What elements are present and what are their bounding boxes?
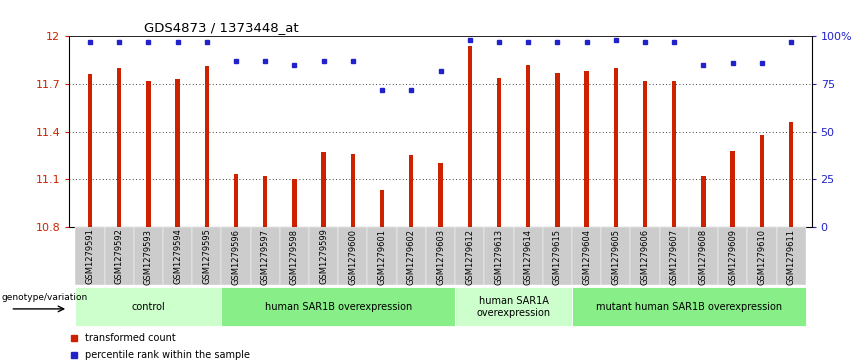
- Text: mutant human SAR1B overexpression: mutant human SAR1B overexpression: [595, 302, 782, 312]
- Text: GSM1279597: GSM1279597: [260, 229, 270, 285]
- Bar: [397, 227, 426, 285]
- Bar: [88, 74, 92, 227]
- Bar: [484, 227, 514, 285]
- Bar: [117, 68, 122, 227]
- Text: GSM1279605: GSM1279605: [611, 229, 621, 285]
- Bar: [321, 152, 326, 227]
- Bar: [192, 227, 221, 285]
- Text: GSM1279608: GSM1279608: [699, 229, 708, 285]
- Text: GSM1279595: GSM1279595: [202, 229, 211, 285]
- Text: GSM1279600: GSM1279600: [348, 229, 358, 285]
- Bar: [309, 227, 339, 285]
- Text: GSM1279591: GSM1279591: [85, 229, 95, 285]
- Bar: [660, 227, 689, 285]
- Text: GSM1279606: GSM1279606: [641, 229, 649, 285]
- Bar: [572, 227, 602, 285]
- Text: GDS4873 / 1373448_at: GDS4873 / 1373448_at: [144, 21, 299, 34]
- Bar: [602, 227, 630, 285]
- Text: human SAR1A
overexpression: human SAR1A overexpression: [477, 296, 550, 318]
- Bar: [251, 227, 279, 285]
- Text: GSM1279614: GSM1279614: [523, 229, 533, 285]
- Bar: [146, 81, 150, 227]
- Bar: [134, 227, 163, 285]
- Bar: [672, 81, 676, 227]
- Bar: [747, 227, 777, 285]
- Bar: [438, 163, 443, 227]
- Text: GSM1279609: GSM1279609: [728, 229, 737, 285]
- Bar: [689, 227, 718, 285]
- Bar: [760, 135, 764, 227]
- Text: GSM1279603: GSM1279603: [436, 229, 445, 285]
- Bar: [514, 227, 542, 285]
- Text: GSM1279593: GSM1279593: [144, 229, 153, 285]
- Bar: [293, 179, 297, 227]
- Bar: [263, 176, 267, 227]
- Text: GSM1279596: GSM1279596: [232, 229, 240, 285]
- Bar: [630, 227, 660, 285]
- Bar: [731, 151, 735, 227]
- Bar: [426, 227, 455, 285]
- Bar: [175, 79, 180, 227]
- Bar: [409, 155, 413, 227]
- Text: percentile rank within the sample: percentile rank within the sample: [84, 350, 250, 360]
- Text: GSM1279598: GSM1279598: [290, 229, 299, 285]
- Bar: [643, 81, 648, 227]
- Bar: [718, 227, 747, 285]
- Bar: [496, 78, 501, 227]
- Text: transformed count: transformed count: [84, 333, 175, 343]
- Text: control: control: [131, 302, 165, 312]
- Bar: [351, 154, 355, 227]
- Bar: [526, 65, 530, 227]
- Bar: [367, 227, 397, 285]
- Bar: [163, 227, 192, 285]
- Bar: [584, 71, 589, 227]
- Text: GSM1279592: GSM1279592: [115, 229, 123, 285]
- Bar: [380, 190, 385, 227]
- FancyBboxPatch shape: [455, 287, 572, 326]
- Bar: [221, 227, 251, 285]
- FancyBboxPatch shape: [76, 287, 221, 326]
- Bar: [104, 227, 134, 285]
- Text: GSM1279599: GSM1279599: [319, 229, 328, 285]
- Text: GSM1279615: GSM1279615: [553, 229, 562, 285]
- Bar: [777, 227, 806, 285]
- Bar: [455, 227, 484, 285]
- Bar: [789, 122, 793, 227]
- Text: GSM1279602: GSM1279602: [407, 229, 416, 285]
- FancyBboxPatch shape: [221, 287, 455, 326]
- Bar: [701, 176, 706, 227]
- Text: GSM1279607: GSM1279607: [670, 229, 679, 285]
- Bar: [556, 73, 560, 227]
- Text: GSM1279610: GSM1279610: [758, 229, 766, 285]
- Text: GSM1279613: GSM1279613: [495, 229, 503, 285]
- Bar: [205, 66, 209, 227]
- Text: GSM1279611: GSM1279611: [786, 229, 796, 285]
- Bar: [279, 227, 309, 285]
- FancyBboxPatch shape: [572, 287, 806, 326]
- Bar: [468, 46, 472, 227]
- Text: human SAR1B overexpression: human SAR1B overexpression: [265, 302, 412, 312]
- Text: GSM1279601: GSM1279601: [378, 229, 386, 285]
- Text: GSM1279612: GSM1279612: [465, 229, 474, 285]
- Text: GSM1279594: GSM1279594: [173, 229, 182, 285]
- Text: GSM1279604: GSM1279604: [582, 229, 591, 285]
- Bar: [542, 227, 572, 285]
- Bar: [76, 227, 104, 285]
- Bar: [614, 68, 618, 227]
- Bar: [339, 227, 367, 285]
- Bar: [233, 175, 238, 227]
- Text: genotype/variation: genotype/variation: [2, 293, 88, 302]
